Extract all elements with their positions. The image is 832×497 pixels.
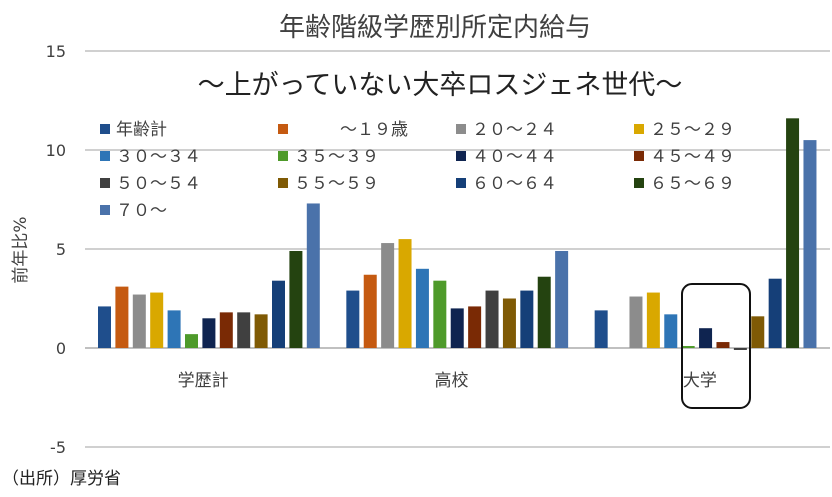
legend-swatch bbox=[100, 124, 110, 134]
legend-swatch bbox=[100, 178, 110, 188]
bar bbox=[254, 314, 268, 348]
bar bbox=[629, 296, 643, 348]
bar bbox=[202, 318, 216, 348]
bar bbox=[289, 250, 303, 348]
bar bbox=[167, 310, 181, 348]
legend-label: ３５～３９ bbox=[294, 147, 379, 167]
legend-swatch bbox=[456, 151, 466, 161]
y-axis-label: 前年比% bbox=[11, 216, 31, 283]
x-tick-label: 高校 bbox=[435, 371, 469, 391]
source-note: （出所）厚労省 bbox=[2, 469, 121, 489]
bar bbox=[502, 298, 516, 348]
legend-label: ２５～２９ bbox=[650, 120, 735, 140]
y-tick-label: 5 bbox=[56, 240, 66, 259]
bar bbox=[219, 312, 233, 348]
bar bbox=[346, 290, 360, 348]
bar bbox=[751, 316, 765, 348]
y-tick-label: 0 bbox=[56, 339, 66, 358]
legend-label: ５５～５９ bbox=[294, 174, 379, 194]
bar bbox=[681, 346, 695, 348]
bar bbox=[699, 328, 713, 348]
legend-swatch bbox=[278, 151, 288, 161]
bar bbox=[555, 250, 569, 348]
bar bbox=[733, 348, 747, 350]
legend-label: ２０～２４ bbox=[472, 120, 557, 140]
legend-swatch bbox=[634, 178, 644, 188]
bar bbox=[646, 292, 660, 348]
bar bbox=[185, 334, 198, 348]
chart-subtitle: ～上がっていない大卒ロスジェネ世代～ bbox=[198, 70, 683, 101]
bar bbox=[485, 290, 499, 348]
bar bbox=[150, 292, 164, 348]
bar bbox=[306, 203, 320, 348]
legend-swatch bbox=[100, 205, 110, 215]
bar bbox=[664, 314, 678, 348]
bar bbox=[115, 286, 129, 348]
legend-swatch bbox=[634, 124, 644, 134]
legend-label: ～１９歳 bbox=[340, 120, 408, 140]
bar bbox=[398, 239, 412, 348]
highlight-box bbox=[681, 283, 751, 409]
legend-label: ４０～４４ bbox=[472, 147, 557, 167]
bar bbox=[415, 268, 429, 348]
legend-label: ５０～５４ bbox=[116, 174, 201, 194]
y-tick-label: 10 bbox=[46, 141, 66, 160]
y-tick-label: -5 bbox=[50, 438, 66, 457]
chart-title: 年齢階級学歴別所定内給与 bbox=[279, 13, 591, 43]
bar bbox=[363, 274, 377, 348]
bar bbox=[272, 280, 285, 348]
legend-label: 年齢計 bbox=[116, 120, 167, 140]
legend-swatch bbox=[456, 124, 466, 134]
bar bbox=[381, 243, 395, 348]
legend-label: ３０～３４ bbox=[116, 147, 201, 167]
bar bbox=[716, 342, 730, 348]
legend-swatch bbox=[278, 178, 288, 188]
legend-swatch bbox=[456, 178, 466, 188]
legend-swatch bbox=[634, 151, 644, 161]
legend-label: ６０～６４ bbox=[472, 174, 557, 194]
legend-label: ４５～４９ bbox=[650, 147, 735, 167]
legend-label: ６５～６９ bbox=[650, 174, 735, 194]
legend-swatch bbox=[100, 151, 110, 161]
bar bbox=[237, 312, 251, 348]
x-tick-label: 学歴計 bbox=[178, 371, 229, 391]
y-tick-label: 15 bbox=[46, 42, 66, 61]
bar bbox=[537, 276, 551, 348]
bar bbox=[468, 306, 482, 348]
bar bbox=[520, 290, 534, 348]
legend-swatch bbox=[278, 124, 288, 134]
bar bbox=[98, 306, 111, 348]
bar bbox=[594, 310, 608, 348]
bar bbox=[433, 280, 447, 348]
bar bbox=[786, 118, 800, 348]
bar bbox=[450, 308, 464, 348]
legend-label: ７０～ bbox=[116, 201, 167, 221]
bar bbox=[803, 140, 817, 348]
x-tick-label: 大学 bbox=[683, 371, 717, 391]
bar bbox=[132, 294, 146, 348]
bar bbox=[768, 278, 782, 348]
